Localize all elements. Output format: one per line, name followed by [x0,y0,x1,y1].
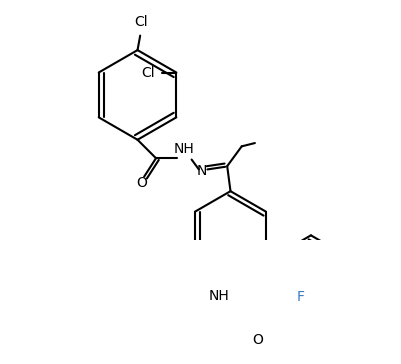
Text: F: F [297,290,305,304]
Text: Cl: Cl [134,15,148,29]
Text: O: O [136,176,147,190]
Text: NH: NH [208,289,229,303]
Text: NH: NH [173,142,194,156]
Text: O: O [252,333,263,347]
Text: N: N [197,165,207,178]
Text: Cl: Cl [142,66,155,79]
